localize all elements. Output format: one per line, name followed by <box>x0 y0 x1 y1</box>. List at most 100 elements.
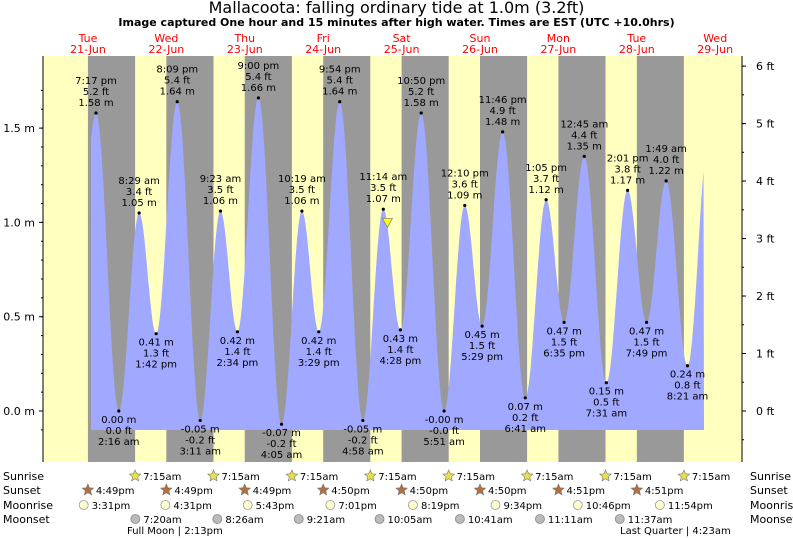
day-label-date: 26-Jun <box>462 43 498 56</box>
sunset-icon <box>81 483 95 496</box>
moonrise-icon <box>160 500 171 510</box>
low-tide-point <box>644 320 649 324</box>
day-label-weekday: Tue <box>626 32 646 45</box>
sunset-icon <box>238 483 252 496</box>
day-label-date: 22-Jun <box>149 43 185 56</box>
sunrise-time: 7:15am <box>143 472 181 483</box>
high-tide-time: 1:05 pm <box>525 163 567 174</box>
sunset-time: 4:50pm <box>410 486 449 497</box>
moonrise-time: 8:19pm <box>421 501 460 512</box>
moonset-time: 9:21am <box>307 515 345 526</box>
low-tide-time: 2:16 am <box>98 437 140 448</box>
high-tide-point <box>664 179 668 183</box>
low-tide-point <box>480 324 484 328</box>
high-tide-m: 1.64 m <box>160 87 195 98</box>
moonset-time: 8:26am <box>225 515 263 526</box>
right-tick-label: 4 ft <box>756 175 775 188</box>
moonset-time: 10:41am <box>468 515 513 526</box>
high-tide-m: 1.35 m <box>567 141 602 152</box>
low-tide-ft: 0.5 ft <box>593 398 619 409</box>
high-tide-point <box>338 100 342 104</box>
moonrise-row-label-right: Moonrise <box>750 499 793 512</box>
low-tide-time: 5:51 am <box>423 437 465 448</box>
sunset-icon <box>630 483 644 496</box>
high-tide-time: 12:45 am <box>560 119 608 130</box>
low-tide-ft: 1.3 ft <box>143 349 169 360</box>
moonrise-row-label-left: Moonrise <box>3 499 53 512</box>
high-tide-m: 1.58 m <box>78 98 113 109</box>
low-tide-m: 0.42 m <box>301 336 336 347</box>
chart-subtitle: Image captured One hour and 15 minutes a… <box>118 16 675 29</box>
high-tide-m: 1.05 m <box>122 198 157 209</box>
moonset-time: 11:37am <box>628 515 673 526</box>
high-tide-time: 8:29 am <box>118 176 160 187</box>
high-tide-point <box>544 198 548 202</box>
right-tick-label: 2 ft <box>756 290 775 303</box>
high-tide-ft: 4.9 ft <box>489 106 515 117</box>
sunset-time: 4:50pm <box>488 486 527 497</box>
low-tide-point <box>198 418 202 423</box>
day-labels: Tue21-JunWed22-JunThu23-JunFri24-JunSat2… <box>70 32 733 56</box>
high-tide-time: 11:46 pm <box>479 95 527 106</box>
sunset-time: 4:50pm <box>331 486 370 497</box>
sunset-time: 4:49pm <box>174 486 213 497</box>
sunset-icon <box>159 483 173 496</box>
moonrise-icon <box>654 500 665 510</box>
moonset-time: 10:05am <box>388 515 433 526</box>
high-tide-m: 1.12 m <box>529 185 564 196</box>
sunrise-icon <box>442 469 456 482</box>
moonrise-time: 7:01pm <box>338 501 377 512</box>
low-tide-point <box>279 422 284 426</box>
sunrise-icon <box>207 469 220 482</box>
high-tide-point <box>137 211 141 215</box>
low-tide-time: 4:58 am <box>342 446 384 457</box>
right-tick-label: 1 ft <box>756 348 775 361</box>
moonrise-time: 4:31pm <box>173 501 212 512</box>
low-tide-ft: -0.2 ft <box>185 435 215 446</box>
moonset-icon <box>614 514 625 524</box>
high-tide-point <box>463 203 467 208</box>
high-tide-time: 8:09 pm <box>156 65 198 76</box>
sunset-time: 4:51pm <box>566 486 605 497</box>
high-tide-m: 1.22 m <box>649 166 684 177</box>
left-tick-label: 1.0 m <box>3 216 35 229</box>
low-tide-ft: -0.0 ft <box>429 426 459 437</box>
low-tide-ft: 0.8 ft <box>674 381 700 392</box>
low-tide-ft: 1.5 ft <box>469 341 495 352</box>
sunset-time: 4:51pm <box>645 486 684 497</box>
high-tide-ft: 3.5 ft <box>370 183 396 194</box>
day-label-date: 29-Jun <box>697 43 733 56</box>
sunrise-icon <box>285 469 299 482</box>
sunset-time: 4:49pm <box>253 486 292 497</box>
high-tide-point <box>175 100 179 104</box>
high-tide-time: 12:10 pm <box>441 168 489 179</box>
low-tide-time: 4:28 pm <box>380 356 422 367</box>
high-tide-m: 1.09 m <box>447 190 482 201</box>
high-tide-m: 1.58 m <box>404 98 439 109</box>
moonset-row-label-left: Moonset <box>3 513 50 526</box>
low-tide-ft: 0.2 ft <box>512 413 538 424</box>
day-label-weekday: Tue <box>78 32 98 45</box>
high-tide-time: 11:14 am <box>359 172 407 183</box>
low-tide-m: -0.00 m <box>425 415 464 426</box>
moonrise-time: 11:54pm <box>668 501 713 512</box>
low-tide-point <box>604 381 608 385</box>
day-label-weekday: Thu <box>233 32 255 45</box>
right-tick-label: 0 ft <box>756 405 775 418</box>
low-tide-m: -0.07 m <box>262 428 301 439</box>
high-tide-m: 1.48 m <box>485 117 520 128</box>
high-tide-time: 9:54 pm <box>319 65 361 76</box>
low-tide-ft: 1.5 ft <box>633 337 659 348</box>
high-tide-ft: 3.6 ft <box>452 179 478 190</box>
low-tide-ft: 0.0 ft <box>106 426 132 437</box>
high-tide-point <box>300 209 304 213</box>
low-tide-point <box>117 409 121 413</box>
high-tide-point <box>256 96 260 100</box>
moon-phase-full: Full Moon | 2:13pm <box>127 526 223 537</box>
high-tide-ft: 5.4 ft <box>164 76 190 87</box>
low-tide-point <box>442 409 446 413</box>
sunset-row-label-right: Sunset <box>750 484 788 497</box>
high-tide-ft: 3.8 ft <box>614 164 640 175</box>
moonrise-time: 5:43pm <box>256 501 295 512</box>
tide-curve <box>91 97 704 431</box>
